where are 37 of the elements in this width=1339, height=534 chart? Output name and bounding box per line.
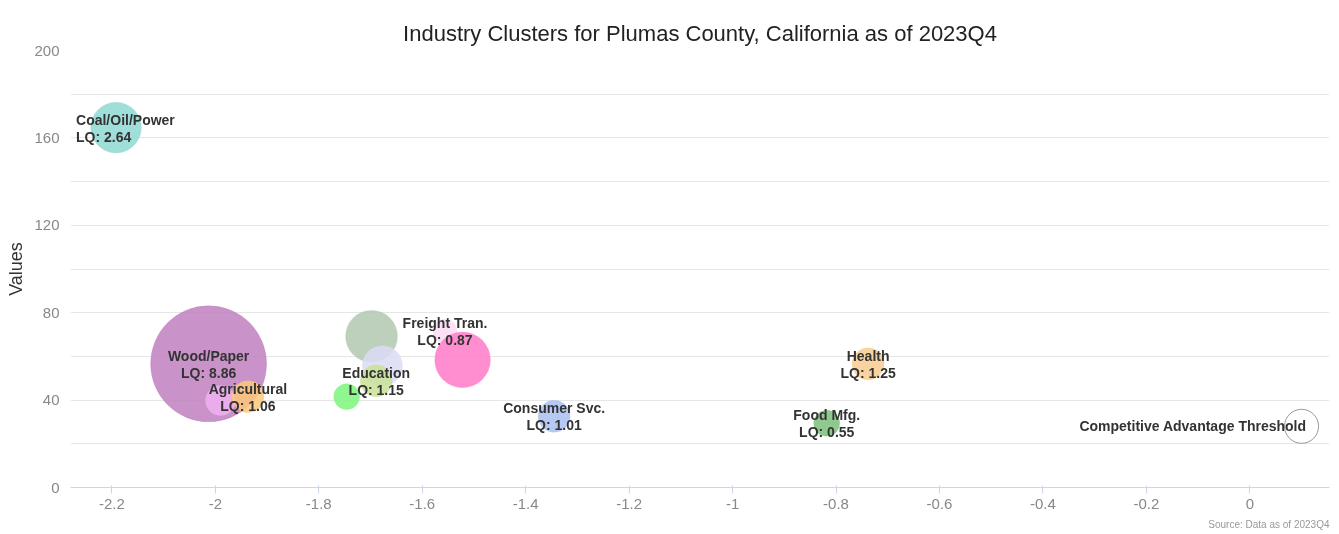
y-tick-label: 120 (34, 216, 60, 234)
chart-title: Industry Clusters for Plumas County, California as of 2023Q4 (403, 20, 997, 46)
series-label: Consumer Svc. (503, 400, 606, 417)
x-tick-label: -0.4 (1030, 494, 1056, 512)
series-label: Coal/Oil/Power (76, 111, 176, 128)
annotation: LQ: 1.15 (348, 381, 405, 398)
x-tick-label: -1.4 (512, 494, 539, 512)
x-tick-label: -1.6 (409, 494, 436, 512)
y-tick-label: 80 (42, 303, 60, 321)
x-tick-label: -0.6 (926, 494, 953, 512)
y-tick-label: 200 (34, 41, 60, 59)
x-tick-label: 0 (1245, 494, 1255, 512)
series-label: Competitive Advantage Threshold (1079, 418, 1307, 435)
annotation: LQ: 0.55 (799, 424, 855, 441)
annotation: LQ: 0.87 (417, 332, 473, 349)
x-tick-label: -0.2 (1133, 494, 1160, 512)
series-label: Agricultural (208, 380, 288, 397)
annotation: LQ: 2.64 (76, 128, 132, 145)
series-label: Health (846, 347, 890, 364)
annotation: LQ: 8.86 (180, 364, 237, 381)
x-tick-label: -1.2 (616, 494, 643, 512)
y-tick-label: 160 (34, 128, 60, 146)
source-note: Source: Data as of 2023Q4 (1208, 518, 1330, 530)
y-axis-title: Values (6, 242, 27, 296)
series-label: Food Mfg. (793, 407, 861, 424)
annotation: LQ: 1.01 (526, 417, 582, 434)
x-tick-label: -0.8 (823, 494, 849, 512)
annotation: LQ: 1.25 (840, 364, 896, 381)
series-label: Freight Tran. (402, 315, 488, 332)
series-label: Education (342, 364, 411, 381)
x-tick-label: -2.2 (98, 494, 125, 512)
x-tick-label: -2 (208, 494, 223, 512)
series-label: Wood/Paper (167, 347, 250, 364)
y-tick-label: 0 (51, 478, 60, 496)
x-tick-label: -1.8 (305, 494, 332, 512)
x-tick-label: -1 (725, 494, 740, 512)
y-tick-label: 40 (42, 391, 60, 409)
